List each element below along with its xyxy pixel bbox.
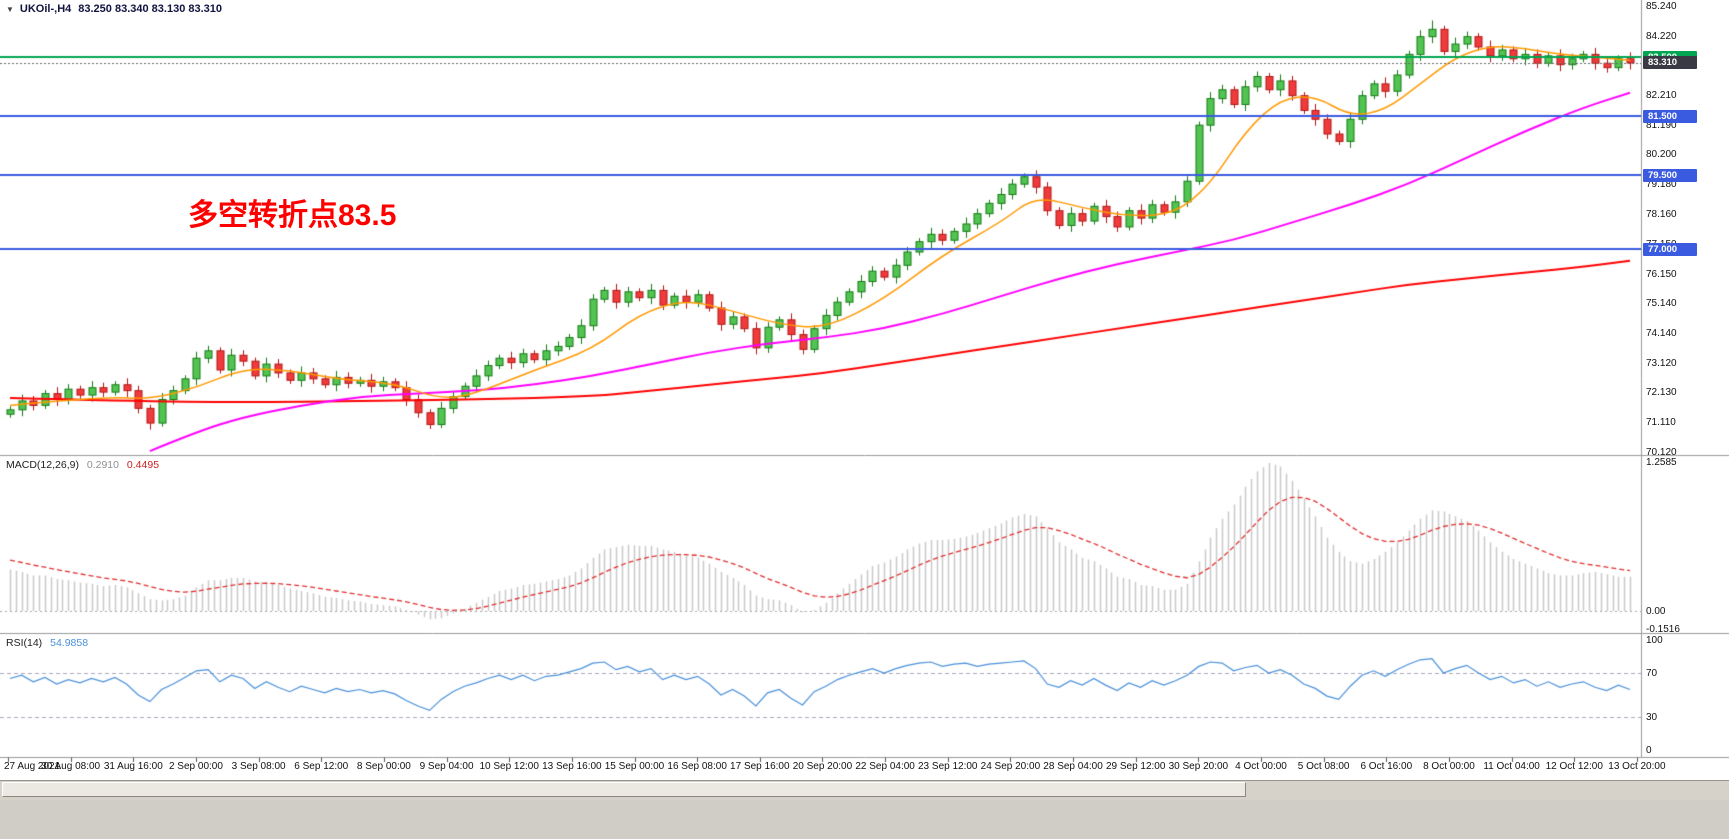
chart-header: ▼ UKOil-,H4 83.250 83.340 83.130 83.310: [6, 3, 229, 15]
ohlc-values: 83.250 83.340 83.130 83.310: [78, 3, 223, 15]
macd-indicator-label: MACD(12,26,9) 0.2910 0.4495: [6, 459, 164, 471]
window-bottom-area: [0, 800, 1729, 839]
rsi-value: 54.9858: [50, 637, 89, 649]
symbol-timeframe: UKOil-,H4: [19, 3, 72, 15]
rsi-indicator-label: RSI(14) 54.9858: [6, 637, 93, 649]
macd-main-value: 0.2910: [86, 459, 119, 471]
rsi-name: RSI(14): [6, 637, 43, 649]
annotation-text: 多空转折点83.5: [188, 199, 397, 232]
macd-name: MACD(12,26,9): [6, 459, 79, 471]
macd-signal-value: 0.4495: [126, 459, 160, 471]
horizontal-scrollbar-handle[interactable]: [2, 782, 1246, 797]
dropdown-triangle-icon: ▼: [6, 4, 14, 14]
